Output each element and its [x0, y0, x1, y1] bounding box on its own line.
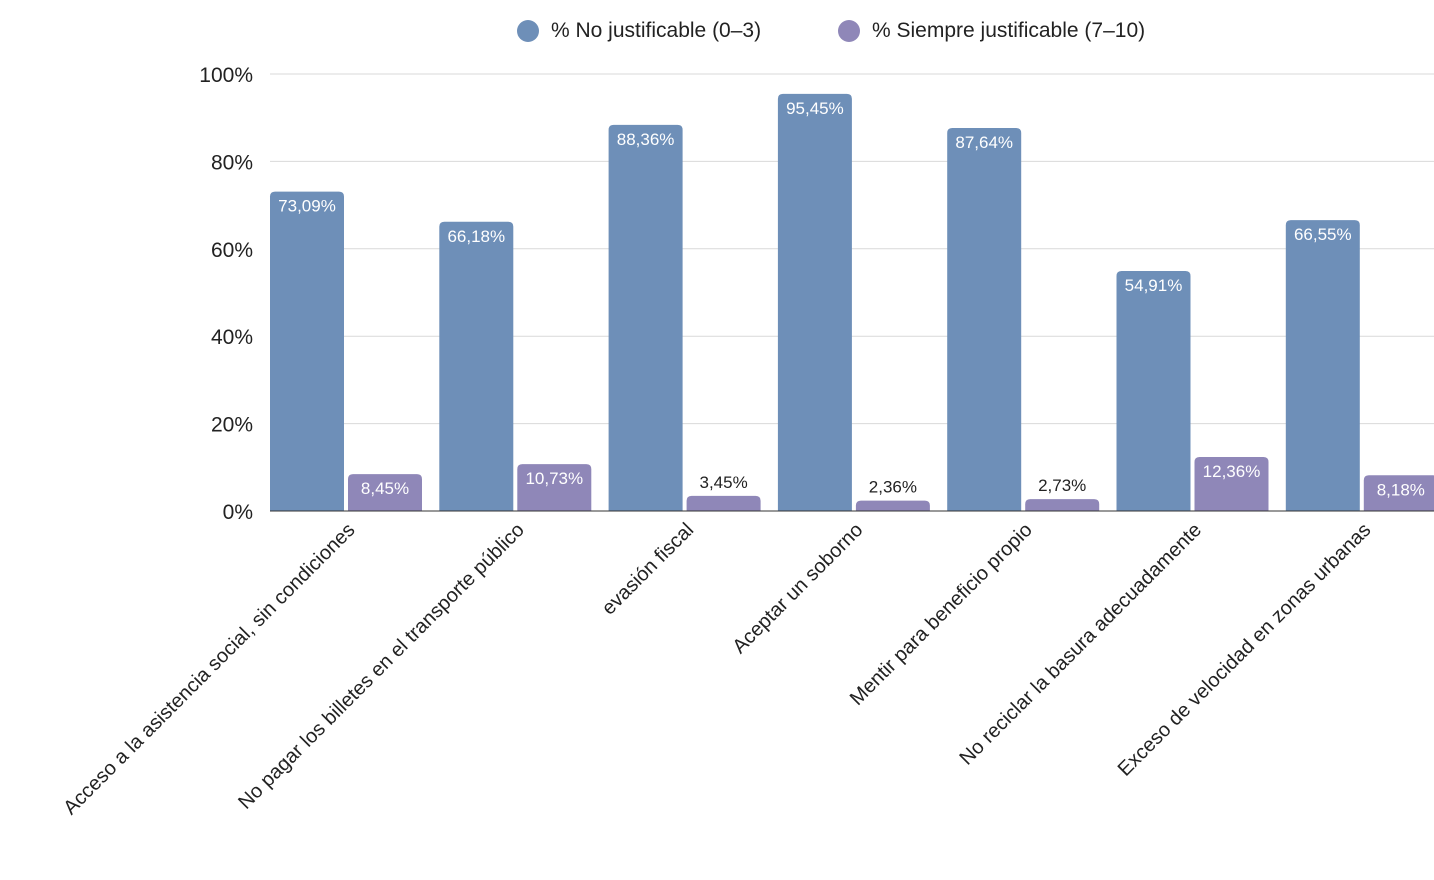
bar [439, 221, 514, 511]
data-label: 66,18% [447, 227, 505, 246]
x-tick-label: evasión fiscal [598, 519, 698, 619]
data-label: 95,45% [786, 99, 844, 118]
x-tick-label: Aceptar un soborno [728, 519, 867, 658]
bar [1363, 475, 1434, 511]
bar [686, 495, 761, 511]
data-label: 87,64% [955, 133, 1013, 152]
bar [608, 124, 683, 512]
bar [270, 191, 344, 512]
x-tick-label: Mentir para beneficio propio [846, 519, 1037, 710]
legend-label-siempre-justificable: % Siempre justificable (7–10) [872, 19, 1146, 42]
bar [1116, 271, 1191, 511]
y-tick-label: 0% [223, 501, 253, 524]
data-label: 8,45% [361, 479, 409, 498]
legend-item-no-justificable: % No justificable (0–3) [517, 14, 761, 48]
bar [1285, 220, 1360, 511]
bar [855, 500, 930, 511]
bar [348, 474, 422, 511]
y-tick-label: 20% [211, 414, 253, 437]
y-tick-label: 40% [211, 326, 253, 349]
data-label: 73,09% [278, 197, 336, 216]
y-tick-label: 60% [211, 239, 253, 262]
y-tick-label: 80% [211, 151, 253, 174]
bar [777, 93, 852, 512]
legend-item-siempre-justificable: % Siempre justificable (7–10) [838, 14, 1145, 48]
data-label: 2,73% [1038, 476, 1086, 495]
y-tick-label: 100% [199, 64, 253, 87]
bar [1025, 499, 1100, 511]
x-tick-label: Acceso a la asistencia social, sin condi… [59, 519, 359, 819]
data-label: 10,73% [525, 469, 583, 488]
x-tick-label: No pagar los billetes en el transporte p… [234, 519, 529, 814]
data-label: 2,36% [869, 478, 917, 497]
bar [947, 128, 1022, 512]
data-label: 54,91% [1125, 276, 1183, 295]
legend-swatch-no-justificable [517, 20, 539, 42]
legend: % No justificable (0–3) % Siempre justif… [0, 14, 1434, 48]
data-label: 66,55% [1294, 225, 1352, 244]
data-label: 12,36% [1203, 462, 1261, 481]
bar [517, 464, 592, 511]
data-label: 8,18% [1377, 480, 1425, 499]
data-label: 3,45% [699, 473, 747, 492]
bar [1194, 456, 1269, 511]
legend-label-no-justificable: % No justificable (0–3) [551, 19, 762, 42]
legend-swatch-siempre-justificable [838, 20, 860, 42]
data-label: 88,36% [617, 130, 675, 149]
